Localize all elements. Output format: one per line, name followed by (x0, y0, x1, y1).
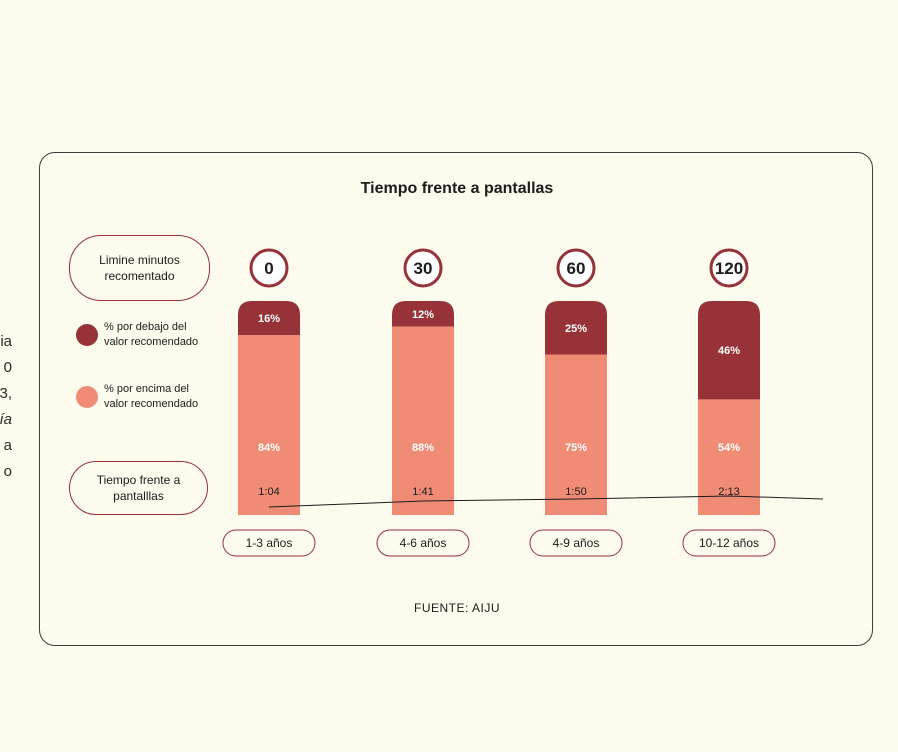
bar-label-above: 88% (412, 442, 434, 454)
bar-group (238, 301, 300, 515)
recommended-minutes-value: 0 (264, 259, 273, 278)
recommended-minutes-value: 30 (414, 259, 433, 278)
screen-time-legend-pill: Tiempo frente a pantalllas (69, 461, 208, 515)
screen-time-label: 1:04 (258, 486, 279, 498)
bar-label-above: 54% (718, 442, 740, 454)
category-pill (222, 529, 316, 557)
screen-time-legend-label: Tiempo frente a pantalllas (96, 473, 181, 503)
screen-time-label: 1:41 (412, 486, 433, 498)
bar-label-below: 12% (412, 309, 434, 321)
background-fragment: 0 (3, 359, 12, 376)
screen-time-label: 2:13 (718, 486, 739, 498)
legend-above: % por encima del valor recomendado (76, 382, 204, 412)
category-pill (376, 529, 470, 557)
recommended-minutes-circle (249, 248, 289, 288)
background-fragment: 3, (0, 385, 12, 402)
background-fragment: a (3, 437, 12, 454)
category-label: 10-12 años (699, 536, 759, 550)
legend-below-label: % por debajo del valor recomendado (104, 321, 199, 348)
category-label: 4-6 años (400, 536, 447, 550)
bar-label-above: 75% (565, 442, 587, 454)
legend-above-swatch (76, 386, 98, 408)
screen-time-label: 1:50 (565, 486, 586, 498)
bar-segment-below (392, 301, 454, 327)
bar-label-below: 46% (718, 345, 740, 357)
bar-group (545, 301, 607, 515)
legend-below: % por debajo del valor recomendado (76, 320, 204, 350)
bar-segment-below (545, 301, 607, 355)
source-note: FUENTE: AIJU (413, 601, 500, 615)
background-fragment: ia (0, 333, 12, 350)
recommended-minutes-circle (556, 248, 596, 288)
recommended-minutes-circle (709, 248, 749, 288)
bar-label-below: 16% (258, 313, 280, 325)
bar-segment-above (238, 335, 300, 515)
bar-segment-above (545, 354, 607, 515)
chart-card: Tiempo frente a pantallas Limine minutos… (39, 152, 873, 646)
screen-time-trend-line (268, 495, 824, 508)
bar-group (698, 301, 760, 515)
legend-above-label: % por encima del valor recomendado (104, 383, 199, 410)
legend-below-swatch (76, 324, 98, 346)
minutes-legend-label: Limine minutos recomentado (99, 253, 180, 283)
chart-title: Tiempo frente a pantallas (360, 180, 554, 197)
stacked-bar-chart: 16% 84% 1:04 0 1-3 años 12% 88% 1:41 30 4-6 años 2… (222, 248, 824, 557)
background-fragment: o (3, 463, 12, 480)
category-pill (529, 529, 623, 557)
bar-label-below: 25% (565, 323, 587, 335)
bar-group (392, 301, 454, 515)
bar-segment-above (392, 326, 454, 515)
recommended-minutes-circle (403, 248, 443, 288)
bar-label-above: 84% (258, 442, 280, 454)
background-fragment: ía (0, 411, 12, 428)
category-label: 1-3 años (246, 536, 293, 550)
bar-segment-below (698, 301, 760, 400)
recommended-minutes-value: 120 (715, 259, 743, 278)
category-label: 4-9 años (553, 536, 600, 550)
category-pill (682, 529, 776, 557)
minutes-legend-pill: Limine minutos recomentado (69, 235, 210, 301)
recommended-minutes-value: 60 (567, 259, 586, 278)
bar-segment-below (238, 301, 300, 336)
